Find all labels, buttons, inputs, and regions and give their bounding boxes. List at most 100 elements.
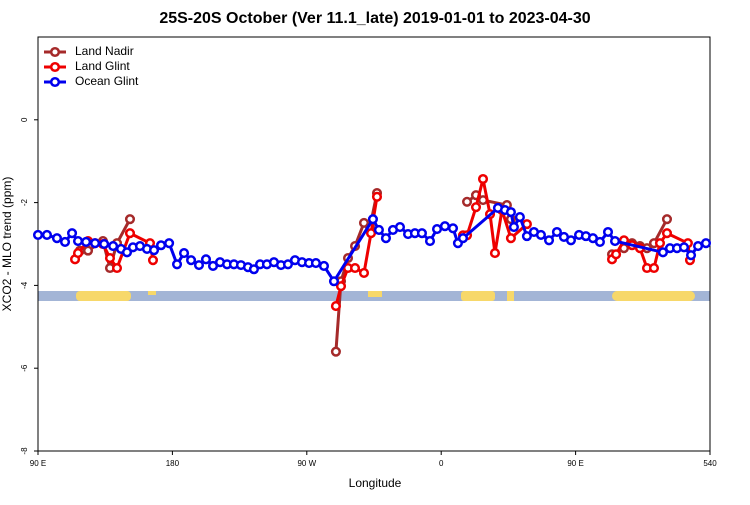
data-point xyxy=(461,196,473,207)
data-point xyxy=(654,238,666,249)
data-point xyxy=(457,233,469,244)
y-tick-label: -2 xyxy=(20,198,29,206)
legend-marker xyxy=(49,76,61,88)
land-strip xyxy=(461,291,495,301)
data-point xyxy=(349,262,361,274)
data-point xyxy=(108,241,119,252)
data-point xyxy=(358,267,370,279)
data-point xyxy=(373,224,384,235)
data-point xyxy=(365,228,377,239)
data-point xyxy=(602,226,614,238)
y-axis-label: XCO2 - MLO trend (ppm) xyxy=(0,177,14,312)
data-point xyxy=(99,238,110,250)
data-point xyxy=(543,235,555,246)
land-strip xyxy=(507,291,514,301)
legend-label: Land Glint xyxy=(75,59,130,73)
data-point xyxy=(431,224,443,235)
data-point xyxy=(380,233,391,244)
data-point xyxy=(248,264,259,275)
data-point xyxy=(193,260,205,271)
data-point xyxy=(111,262,123,274)
data-point xyxy=(693,241,704,252)
data-point xyxy=(661,214,673,225)
data-point xyxy=(508,221,519,233)
data-point xyxy=(685,250,697,261)
data-point xyxy=(367,214,379,225)
data-point xyxy=(678,242,690,253)
data-point xyxy=(156,240,167,251)
data-point xyxy=(328,276,340,287)
data-point xyxy=(41,229,53,240)
data-point xyxy=(394,221,406,233)
data-point xyxy=(147,255,159,266)
x-tick-label: 90 E xyxy=(30,459,46,468)
data-point xyxy=(416,228,427,239)
data-point xyxy=(439,221,450,232)
x-axis-label: Longitude xyxy=(349,476,402,490)
data-point xyxy=(66,228,78,239)
data-point xyxy=(535,229,547,240)
data-point xyxy=(178,248,190,259)
data-point xyxy=(186,255,197,266)
data-point xyxy=(505,207,516,218)
data-point xyxy=(81,236,92,247)
data-point xyxy=(335,281,347,292)
data-point xyxy=(700,238,712,249)
data-point xyxy=(330,346,341,357)
x-tick-label: 0 xyxy=(439,459,444,468)
y-tick-label: -4 xyxy=(20,281,29,289)
data-point xyxy=(318,260,330,271)
data-point xyxy=(565,235,577,246)
legend-marker xyxy=(49,46,61,58)
data-point xyxy=(104,253,116,264)
data-point xyxy=(200,254,212,265)
data-point xyxy=(164,238,175,249)
legend-marker xyxy=(49,61,61,73)
land-strip xyxy=(612,291,695,301)
data-point xyxy=(124,214,136,225)
data-point xyxy=(609,236,621,247)
data-point xyxy=(470,202,482,213)
data-point xyxy=(505,233,516,244)
data-point xyxy=(447,223,459,234)
data-point xyxy=(477,173,489,185)
data-point xyxy=(32,229,44,240)
data-point xyxy=(171,259,183,270)
data-point xyxy=(594,236,605,247)
x-tick-label: 180 xyxy=(166,459,180,468)
chart-title: 25S-20S October (Ver 11.1_late) 2019-01-… xyxy=(159,10,590,27)
data-point xyxy=(51,233,63,244)
land-strip xyxy=(368,291,382,297)
data-point xyxy=(72,248,84,259)
land-ocean-strip xyxy=(38,291,710,301)
data-point xyxy=(282,259,294,270)
data-point xyxy=(59,236,71,247)
data-point xyxy=(121,247,133,258)
x-tick-label: 90 E xyxy=(567,459,583,468)
data-point xyxy=(82,245,94,256)
data-point xyxy=(648,262,660,274)
x-tick-label: 90 W xyxy=(297,459,316,468)
x-tick-label: 540 xyxy=(703,459,717,468)
data-point xyxy=(424,236,436,247)
data-point xyxy=(514,212,525,223)
data-point xyxy=(371,191,383,202)
y-tick-label: -8 xyxy=(20,447,29,455)
legend-label: Land Nadir xyxy=(75,44,134,58)
data-point xyxy=(72,236,84,247)
data-point xyxy=(148,245,160,256)
data-point xyxy=(657,247,669,258)
data-point xyxy=(124,228,136,239)
land-strip xyxy=(76,291,131,301)
data-point xyxy=(89,238,101,249)
y-tick-label: 0 xyxy=(20,117,29,122)
data-point xyxy=(551,226,562,238)
data-point xyxy=(330,301,341,312)
data-point xyxy=(489,248,501,259)
data-point xyxy=(661,228,673,239)
legend-label: Ocean Glint xyxy=(75,74,139,88)
y-tick-label: -6 xyxy=(20,364,29,372)
data-point xyxy=(611,249,622,260)
land-strip xyxy=(148,291,156,295)
